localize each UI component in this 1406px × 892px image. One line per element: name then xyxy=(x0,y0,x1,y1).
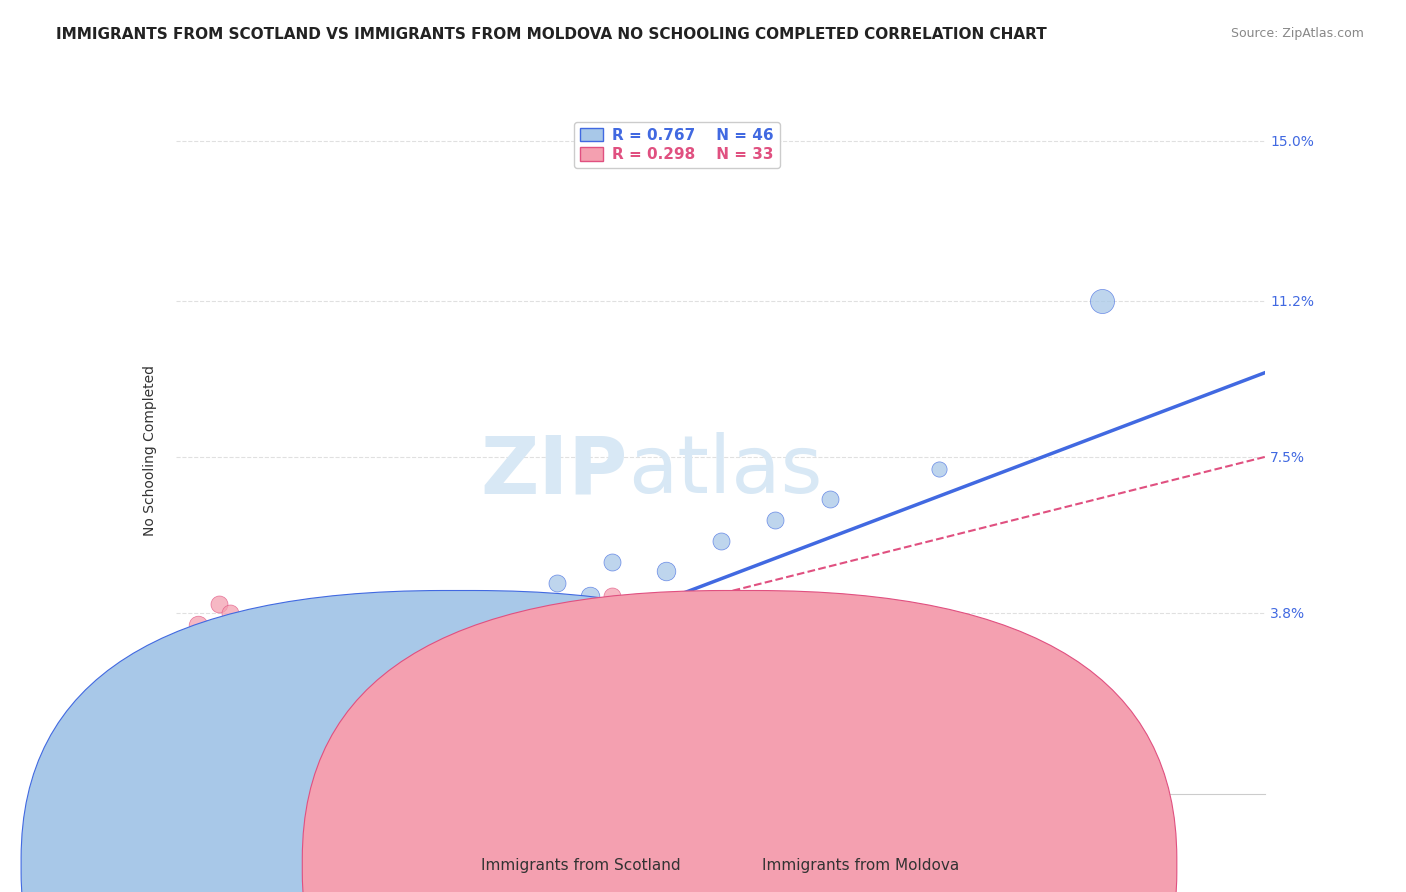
Point xyxy=(579,589,602,603)
Point xyxy=(231,715,253,730)
Point xyxy=(252,736,274,750)
Point xyxy=(360,631,382,645)
Point xyxy=(176,723,198,738)
Point xyxy=(208,597,231,611)
Point xyxy=(710,681,733,696)
Text: Immigrants from Scotland: Immigrants from Scotland xyxy=(481,858,681,872)
Point xyxy=(437,597,460,611)
Point xyxy=(208,723,231,738)
Point xyxy=(240,711,263,725)
Point xyxy=(328,648,350,662)
Point xyxy=(231,703,253,717)
Point xyxy=(600,589,623,603)
Point xyxy=(710,534,733,549)
Point xyxy=(274,673,297,687)
Point xyxy=(186,740,209,755)
Point xyxy=(295,657,318,671)
Point xyxy=(339,648,361,662)
Point xyxy=(405,606,427,620)
Legend: R = 0.767    N = 46, R = 0.298    N = 33: R = 0.767 N = 46, R = 0.298 N = 33 xyxy=(574,121,780,169)
Point xyxy=(197,732,219,747)
Point xyxy=(470,618,492,632)
Point xyxy=(186,745,209,759)
Point xyxy=(176,748,198,763)
Point xyxy=(339,640,361,654)
Point xyxy=(219,745,242,759)
Point xyxy=(231,748,253,763)
Point xyxy=(263,719,285,733)
Text: 0.0%: 0.0% xyxy=(176,807,211,822)
Point xyxy=(328,660,350,674)
Point xyxy=(240,698,263,713)
Point xyxy=(186,703,209,717)
Point xyxy=(394,610,416,624)
Point xyxy=(655,732,678,747)
Point xyxy=(176,745,198,759)
Y-axis label: No Schooling Completed: No Schooling Completed xyxy=(143,365,157,536)
Point xyxy=(186,715,209,730)
Point xyxy=(219,606,242,620)
Point xyxy=(208,728,231,742)
Point xyxy=(240,732,263,747)
Point xyxy=(208,732,231,747)
Point xyxy=(186,745,209,759)
Point xyxy=(470,618,492,632)
Point xyxy=(186,618,209,632)
Point xyxy=(219,736,242,750)
Text: Source: ZipAtlas.com: Source: ZipAtlas.com xyxy=(1230,27,1364,40)
Point xyxy=(186,723,209,738)
Point xyxy=(360,640,382,654)
Text: Immigrants from Moldova: Immigrants from Moldova xyxy=(762,858,959,872)
Text: IMMIGRANTS FROM SCOTLAND VS IMMIGRANTS FROM MOLDOVA NO SCHOOLING COMPLETED CORRE: IMMIGRANTS FROM SCOTLAND VS IMMIGRANTS F… xyxy=(56,27,1047,42)
Point xyxy=(176,740,198,755)
Point xyxy=(818,491,841,506)
Point xyxy=(186,753,209,767)
Point xyxy=(197,723,219,738)
Point xyxy=(382,626,405,640)
Point xyxy=(492,606,515,620)
Point xyxy=(437,597,460,611)
Point xyxy=(176,715,198,730)
Point xyxy=(655,564,678,578)
Point xyxy=(763,513,786,527)
Point xyxy=(197,736,219,750)
Text: atlas: atlas xyxy=(628,432,823,510)
Point xyxy=(186,736,209,750)
Point xyxy=(197,740,219,755)
Point xyxy=(176,728,198,742)
Point xyxy=(197,660,219,674)
Point xyxy=(405,631,427,645)
Point xyxy=(219,753,242,767)
Point xyxy=(208,748,231,763)
Point xyxy=(231,640,253,654)
Text: ZIP: ZIP xyxy=(481,432,628,510)
Point xyxy=(546,614,568,628)
Point xyxy=(197,732,219,747)
Point xyxy=(197,757,219,772)
Point xyxy=(600,555,623,569)
Point xyxy=(295,681,318,696)
Point xyxy=(492,606,515,620)
Point xyxy=(382,623,405,637)
Point xyxy=(252,690,274,704)
Point xyxy=(176,732,198,747)
Point xyxy=(219,715,242,730)
Point xyxy=(208,753,231,767)
Point xyxy=(928,462,950,476)
Point xyxy=(197,681,219,696)
Point xyxy=(1091,293,1114,308)
Point xyxy=(318,665,340,679)
Point xyxy=(546,576,568,591)
